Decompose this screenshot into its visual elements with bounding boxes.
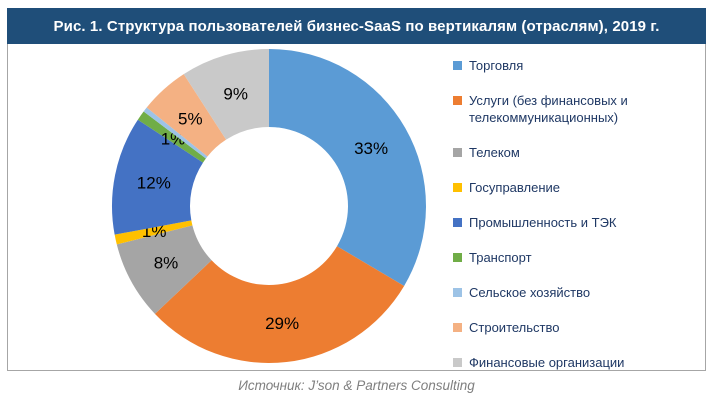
legend-item-6: Сельское хозяйство: [453, 284, 695, 301]
legend-swatch-icon: [453, 288, 462, 297]
donut-slice-6: [143, 107, 208, 159]
donut-slice-8: [183, 49, 269, 140]
legend-item-0: Торговля: [453, 57, 695, 74]
legend-label: Промышленность и ТЭК: [469, 215, 617, 230]
slice-label-1: 29%: [265, 314, 299, 333]
slice-label-4: 12%: [137, 174, 171, 193]
legend-label: Госуправление: [469, 180, 560, 195]
donut-slice-1: [154, 246, 405, 363]
donut-slice-4: [111, 119, 204, 235]
legend-label: Финансовые организации: [469, 355, 625, 370]
donut-slice-2: [116, 225, 212, 314]
legend-swatch-icon: [453, 358, 462, 367]
source-caption: Источник: J’son & Partners Consulting: [238, 378, 475, 393]
donut-slice-7: [146, 74, 227, 157]
legend-item-2: Телеком: [453, 144, 695, 161]
chart-figure: Рис. 1. Структура пользователей бизнес-S…: [7, 8, 706, 371]
donut-slice-0: [269, 49, 426, 286]
legend-label: Транспорт: [469, 250, 532, 265]
legend-swatch-icon: [453, 218, 462, 227]
figure-title: Рис. 1. Структура пользователей бизнес-S…: [53, 17, 660, 35]
legend-label: Торговля: [469, 58, 524, 73]
legend-swatch-icon: [453, 323, 462, 332]
legend-label: Услуги (без финансовых и телекоммуникаци…: [469, 93, 628, 125]
chart-legend: Торговля Услуги (без финансовых и телеком…: [453, 57, 695, 371]
legend-swatch-icon: [453, 61, 462, 70]
donut-chart: 33%29%8%1%12%1%5%9%: [111, 49, 426, 363]
legend-item-5: Транспорт: [453, 249, 695, 266]
donut-slice-5: [137, 111, 206, 163]
legend-swatch-icon: [453, 148, 462, 157]
slice-label-2: 8%: [154, 254, 179, 273]
figure-title-bar: Рис. 1. Структура пользователей бизнес-S…: [7, 8, 706, 44]
legend-item-3: Госуправление: [453, 179, 695, 196]
legend-item-8: Финансовые организации: [453, 354, 695, 371]
slice-label-7: 5%: [178, 110, 203, 129]
legend-label: Телеком: [469, 145, 520, 160]
legend-item-1: Услуги (без финансовых и телекоммуникаци…: [453, 92, 695, 126]
slice-label-8: 9%: [223, 84, 248, 103]
legend-label: Сельское хозяйство: [469, 285, 591, 300]
legend-label: Строительство: [469, 320, 560, 335]
legend-swatch-icon: [453, 253, 462, 262]
legend-swatch-icon: [453, 183, 462, 192]
legend-item-4: Промышленность и ТЭК: [453, 214, 695, 231]
chart-area: 33% 29% 8% 1% 12% 1% 5% 9% Торговля Услуги (без …: [7, 44, 706, 371]
donut-slice-3: [114, 220, 193, 245]
slice-label-0: 33%: [354, 139, 388, 158]
legend-item-7: Строительство: [453, 319, 695, 336]
legend-swatch-icon: [453, 96, 462, 105]
